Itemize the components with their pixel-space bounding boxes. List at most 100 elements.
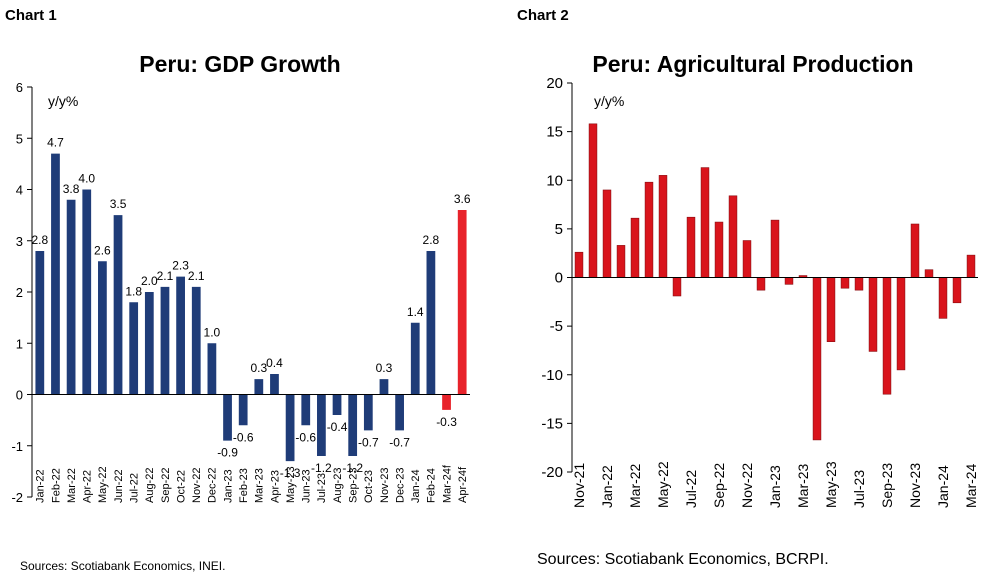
value-label: 2.1 <box>157 269 174 283</box>
bar <box>672 277 682 297</box>
bar <box>938 277 948 319</box>
bar <box>254 379 264 395</box>
value-label: -0.9 <box>217 446 238 460</box>
value-label: 1.4 <box>407 305 424 319</box>
x-tick-label: Apr-23 <box>269 470 281 503</box>
bar <box>840 277 850 289</box>
bar <box>602 189 612 278</box>
bar <box>574 251 584 278</box>
value-label: 0.4 <box>266 356 283 370</box>
value-label: -1.3 <box>280 466 301 480</box>
x-tick-label: May-23 <box>285 466 297 503</box>
bar <box>238 394 248 426</box>
bar <box>442 394 451 410</box>
bar <box>317 394 326 456</box>
value-label: 4.7 <box>47 136 64 150</box>
bar <box>742 240 752 278</box>
y-tick-label: 0 <box>555 270 563 287</box>
y-tick-label: 2 <box>16 285 23 300</box>
value-label: 3.5 <box>110 197 127 211</box>
bar <box>616 245 626 278</box>
x-tick-label: Dec-22 <box>207 468 219 503</box>
chart-heading: Chart 2 <box>517 7 569 24</box>
x-tick-label: May-22 <box>97 466 109 503</box>
x-tick-label: Jul-23 <box>851 470 867 508</box>
x-tick-label: Feb-23 <box>238 468 250 503</box>
bar <box>144 292 154 395</box>
bar <box>160 286 170 395</box>
y-tick-label: 6 <box>16 80 23 95</box>
value-label: -0.7 <box>389 435 410 449</box>
bar <box>51 153 60 395</box>
bar <box>332 394 342 415</box>
y-tick-label: 5 <box>555 221 563 238</box>
value-label: 0.3 <box>376 361 393 375</box>
chart-title: Peru: Agricultural Production <box>592 51 913 77</box>
bar <box>129 302 139 395</box>
y-tick-label: 3 <box>16 234 23 249</box>
bar <box>630 217 640 278</box>
bar <box>223 394 232 441</box>
bar <box>363 394 373 431</box>
bar <box>176 276 185 395</box>
x-tick-label: Jan-24 <box>410 469 422 503</box>
bar <box>457 210 467 395</box>
value-label: 1.8 <box>125 284 142 298</box>
x-tick-label: Mar-24 <box>963 463 979 508</box>
value-label: -0.6 <box>233 430 254 444</box>
x-tick-label: Mar-22 <box>627 463 643 508</box>
x-tick-label: May-23 <box>823 461 839 508</box>
y-axis-label: y/y% <box>48 93 78 109</box>
x-tick-label: Jul-22 <box>129 473 141 503</box>
x-tick-label: May-22 <box>655 461 671 508</box>
x-tick-label: Aug-23 <box>332 468 344 503</box>
x-tick-label: Mar-22 <box>66 468 78 503</box>
x-tick-label: Mar-23 <box>254 468 266 503</box>
x-tick-label: Jan-23 <box>222 469 234 503</box>
value-label: -0.4 <box>327 420 348 434</box>
x-tick-label: Feb-24 <box>426 468 438 503</box>
x-tick-label: Mar-23 <box>795 463 811 508</box>
chart-heading: Chart 1 <box>5 7 57 24</box>
y-tick-label: 0 <box>16 388 23 403</box>
bar <box>82 189 92 395</box>
bar <box>686 216 696 278</box>
x-tick-label: Sep-23 <box>879 463 895 508</box>
bar <box>756 277 766 291</box>
x-tick-label: Jan-23 <box>767 465 783 508</box>
bar <box>426 251 436 395</box>
y-tick-label: 1 <box>16 336 23 351</box>
value-label: -0.7 <box>358 435 379 449</box>
y-tick-label: -15 <box>541 415 563 432</box>
value-label: 2.8 <box>423 233 440 247</box>
x-tick-label: Jan-22 <box>35 469 47 503</box>
value-label: -1.2 <box>342 461 363 475</box>
y-tick-label: -2 <box>11 490 23 505</box>
y-tick-label: -20 <box>541 464 563 481</box>
x-tick-label: Nov-23 <box>379 468 391 503</box>
x-tick-label: Jun-23 <box>301 469 313 503</box>
x-tick-label: Nov-21 <box>571 463 587 508</box>
value-label: -0.3 <box>436 415 457 429</box>
bar <box>924 269 934 278</box>
value-label: 2.8 <box>31 233 48 247</box>
value-label: -1.2 <box>311 461 332 475</box>
bar <box>714 221 724 278</box>
x-tick-label: Apr-24f <box>457 466 469 503</box>
x-tick-label: Jan-24 <box>935 465 951 508</box>
bar <box>966 254 976 278</box>
bar <box>588 123 598 278</box>
bar <box>410 322 420 395</box>
bar <box>98 261 107 395</box>
x-tick-label: Apr-22 <box>82 470 94 503</box>
bar <box>66 199 76 395</box>
x-tick-label: Jun-22 <box>113 469 125 503</box>
y-tick-label: 5 <box>16 131 23 146</box>
y-tick-label: -1 <box>11 439 23 454</box>
value-label: 0.3 <box>250 361 267 375</box>
value-label: -0.6 <box>295 430 316 444</box>
value-label: 3.6 <box>454 192 471 206</box>
y-axis-label: y/y% <box>594 93 624 109</box>
y-tick-label: 20 <box>546 75 563 92</box>
